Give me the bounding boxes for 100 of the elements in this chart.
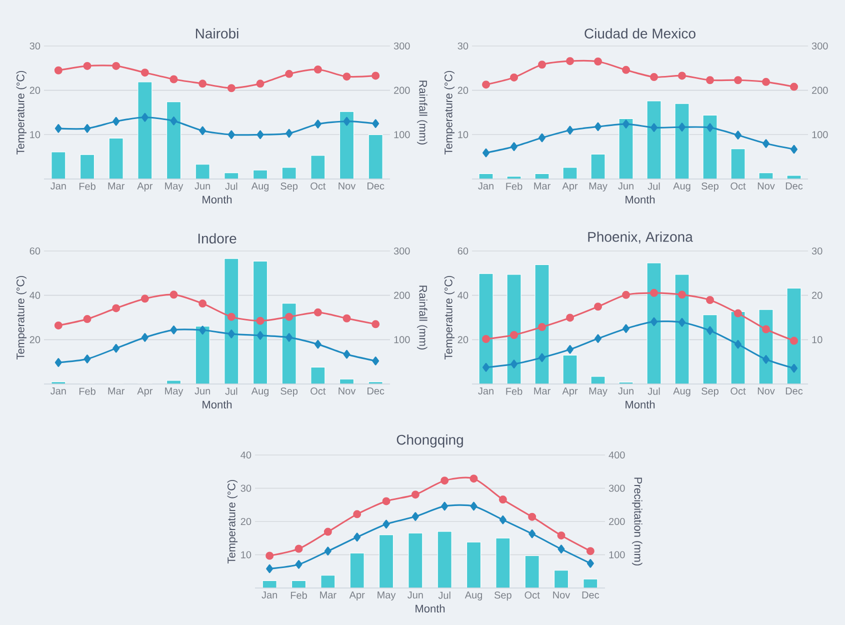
y-tick-label: 30 [458,42,468,50]
y2-tick-label: 300 [812,42,828,50]
y2-tick-label: 300 [394,247,410,255]
x-axis-title: Month [202,195,232,204]
x-tick-label: Aug [251,388,269,396]
x-tick-label: Nov [758,388,775,394]
x-tick-label: Jul [225,182,238,190]
y-axis-title: Temperature (°C) [16,276,27,360]
x-axis-title: Month [202,400,232,408]
x-axis-title: Month [416,604,445,612]
y-tick-label: 30 [240,484,252,492]
x-tick-label: Jun [618,182,634,190]
y2-tick-label: 100 [609,551,625,558]
y2-tick-label: 300 [394,42,410,50]
y2-tick-label: 200 [812,86,828,94]
x-tick-label: Nov [338,182,356,190]
y-tick-label: 20 [240,518,252,526]
y2-tick-label: 400 [608,451,625,459]
x-tick-label: Dec [786,388,803,394]
y-tick-label: 40 [240,451,252,459]
x-tick-label: Feb [506,388,522,395]
x-tick-label: Jan [478,182,494,190]
y2-tick-label: 30 [812,247,822,255]
x-tick-label: Aug [464,592,482,600]
x-tick-label: Sep [702,182,718,192]
x-tick-label: Oct [310,182,326,190]
chart-title: Ciudad de Mexico [584,28,696,38]
x-tick-label: Nov [553,592,570,598]
x-tick-label: May [165,182,184,192]
x-tick-label: Mar [534,182,550,190]
x-tick-label: Feb [506,182,522,190]
x-tick-label: Oct [730,388,746,395]
x-tick-label: Aug [251,182,269,192]
x-tick-label: Jan [50,388,66,394]
x-tick-label: Dec [582,592,600,598]
x-tick-label: Sep [494,592,512,601]
y2-tick-label: 200 [609,518,625,526]
y2-tick-label: 10 [812,336,822,344]
x-tick-label: Jul [648,388,660,395]
x-tick-label: Sep [280,182,298,192]
x-tick-label: Oct [310,388,326,395]
y2-tick-label: 300 [608,484,625,492]
chart-title: Chongqing [396,434,463,448]
y2-tick-label: 200 [394,86,410,94]
y-tick-label: 20 [458,86,468,94]
x-tick-label: Mar [108,182,125,190]
x-tick-label: May [589,182,608,192]
x-tick-label: Jun [408,592,423,598]
y2-axis-title: Rainfall (mm) [417,286,428,350]
x-tick-label: Oct [524,592,540,599]
x-tick-label: Mar [108,388,125,394]
x-tick-label: Nov [758,182,775,190]
y2-tick-label: 200 [394,292,410,299]
y-tick-label: 60 [458,247,468,255]
y2-tick-label: 100 [394,336,410,344]
y-axis-title: Temperature (°C) [227,480,238,564]
x-tick-label: Aug [673,388,690,396]
y-axis-title: Temperature (°C) [444,70,455,154]
x-tick-label: Sep [280,388,298,397]
x-tick-label: Jun [194,388,210,394]
y-tick-label: 10 [241,551,252,558]
x-tick-label: Apr [562,182,578,192]
x-axis-title: Month [626,195,655,204]
x-tick-label: Aug [673,182,690,192]
y-axis-title: Temperature (°C) [444,276,455,360]
y-tick-label: 30 [30,42,40,50]
x-tick-label: Mar [320,592,336,598]
y-tick-label: 20 [30,86,40,94]
x-tick-label: May [165,388,184,396]
chart-title: Nairobi [196,28,238,38]
y-tick-label: 60 [30,247,40,255]
y2-axis-title: Precipitation (mm) [632,478,642,566]
x-tick-label: Nov [338,388,356,394]
x-tick-label: Feb [79,388,96,395]
x-tick-label: Feb [79,182,96,190]
x-tick-label: Jan [50,182,66,190]
x-tick-label: Apr [137,182,153,192]
x-tick-label: May [378,592,396,600]
x-tick-label: Jan [262,592,277,598]
x-axis-title: Month [626,400,655,408]
x-tick-label: Jul [225,388,238,395]
y-tick-label: 10 [458,131,468,138]
x-tick-label: Dec [786,182,803,190]
x-tick-label: Mar [534,388,550,394]
x-tick-label: Dec [368,388,384,394]
chart-title: Phoenix, Arizona [588,232,693,244]
y-tick-label: 40 [458,292,468,299]
x-tick-label: Jan [478,388,494,394]
y2-tick-label: 100 [812,131,828,138]
x-tick-label: Oct [730,182,746,190]
x-tick-label: Feb [290,592,307,599]
x-tick-label: Apr [349,592,365,600]
y2-tick-label: 100 [394,131,410,138]
y-tick-label: 20 [30,336,40,344]
y2-tick-label: 20 [812,292,822,299]
x-tick-label: Jun [194,182,210,190]
x-tick-label: Jun [618,388,634,394]
x-tick-label: May [589,388,608,396]
x-tick-label: Jul [438,592,450,599]
y-axis-title: Temperature (°C) [16,70,27,154]
